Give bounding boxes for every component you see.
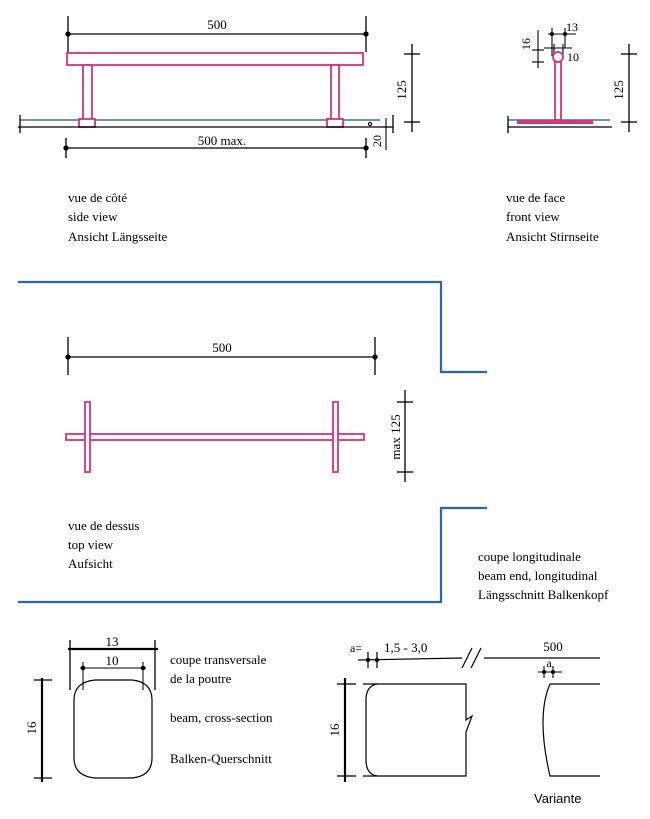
longitudinal-a-value: 1,5 - 3,0 xyxy=(384,640,427,655)
front-view-width-dimensions xyxy=(544,28,576,56)
longitudinal-top-dimension xyxy=(357,647,600,669)
front-view-height-dimension xyxy=(621,44,637,132)
side-view-height-label: 125 xyxy=(394,80,409,100)
side-view-right-foot xyxy=(326,118,344,128)
front-view: 13 10 16 125 vue de face front view xyxy=(506,20,637,244)
cross-section-caption: coupe transversale de la poutre beam, cr… xyxy=(170,652,276,766)
front-view-foot xyxy=(517,120,593,124)
cross-section: 13 10 16 coupe transversale de la poutre… xyxy=(24,634,276,782)
longitudinal-section: a= 1,5 - 3,0 500 16 xyxy=(327,639,600,806)
side-view-left-leg xyxy=(82,64,93,121)
top-view-left-foot xyxy=(84,401,91,473)
side-view-small-label: 20 xyxy=(370,135,384,147)
top-view: 500 max 125 vue de dessus top view Aufsi… xyxy=(65,337,413,571)
longitudinal-rounded-end xyxy=(365,683,378,777)
variant-a-label: a xyxy=(546,656,552,670)
side-view-left-foot xyxy=(78,118,96,128)
longitudinal-length-label: 500 xyxy=(543,639,563,654)
cross-section-profile xyxy=(73,679,153,779)
front-view-beam-height-label: 16 xyxy=(519,38,533,50)
top-view-right-foot xyxy=(332,401,339,473)
frame-lines xyxy=(18,280,487,604)
cross-section-height-dimension xyxy=(34,678,52,782)
front-view-caption: vue de face front view Ansicht Stirnseit… xyxy=(506,190,599,244)
frame-bottom xyxy=(18,506,487,604)
top-view-length-label: 500 xyxy=(212,340,232,355)
side-view-length-dimension xyxy=(65,16,369,52)
variant-label: Variante xyxy=(534,791,581,806)
top-view-length-dimension xyxy=(65,337,378,375)
longitudinal-height-dimension xyxy=(337,678,356,782)
front-view-beam-height-dimension xyxy=(532,30,544,68)
side-view-small-dimension xyxy=(367,118,391,150)
longitudinal-height-label: 16 xyxy=(327,723,342,737)
cross-section-inner-label: 10 xyxy=(106,653,119,668)
side-view-beam xyxy=(66,52,364,66)
front-view-leg xyxy=(554,61,562,121)
side-view-max-dimension xyxy=(63,138,369,158)
front-view-height-label: 125 xyxy=(611,80,626,100)
frame-top xyxy=(18,280,487,374)
cross-section-height-label: 16 xyxy=(24,721,39,735)
cross-section-width-label: 13 xyxy=(106,634,119,649)
longitudinal-beam-outline xyxy=(363,683,474,777)
front-view-beam-section xyxy=(552,51,564,63)
variant-dimension xyxy=(538,666,562,678)
top-view-beam xyxy=(65,433,365,441)
side-view: 500 500 max. 125 xyxy=(18,16,420,244)
side-view-height-dimension xyxy=(404,44,420,132)
front-view-base-line xyxy=(507,116,612,133)
front-view-width-label: 13 xyxy=(566,20,578,34)
top-view-width-label: max 125 xyxy=(388,414,403,459)
longitudinal-caption: coupe longitudinale beam end, longitudin… xyxy=(478,549,609,602)
variant-outline xyxy=(542,683,600,777)
side-view-length-label: 500 xyxy=(207,17,227,32)
top-view-caption: vue de dessus top view Aufsicht xyxy=(68,518,143,571)
front-view-inner-label: 10 xyxy=(567,50,579,64)
side-view-base-line xyxy=(18,115,394,133)
side-view-right-leg xyxy=(330,64,340,121)
cross-section-width-dimension xyxy=(68,640,158,690)
side-view-max-label: 500 max. xyxy=(198,133,246,148)
side-view-caption: vue de côté side view Ansicht Längsseite xyxy=(68,190,168,244)
longitudinal-a-prefix: a= xyxy=(350,641,362,655)
top-view-width-dimension xyxy=(397,390,413,482)
